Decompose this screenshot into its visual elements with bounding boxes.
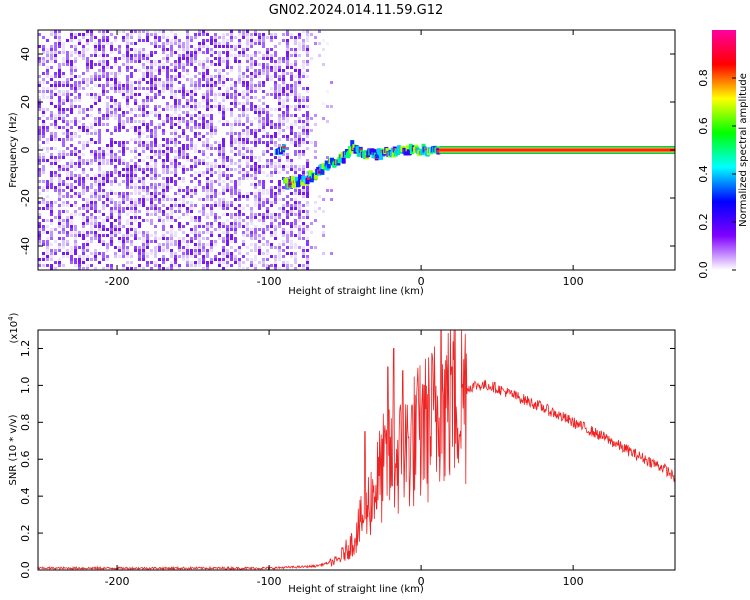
chart-title: GN02.2024.014.11.59.G12 <box>269 3 444 18</box>
colorbar-tick-label: 0.4 <box>697 165 710 183</box>
y-tick-label: -40 <box>19 237 32 255</box>
snr-x-axis-label: Height of straight line (km) <box>288 584 424 595</box>
snr-x-axis: -200 -100 0 100 <box>105 330 584 588</box>
colorbar-ticks: 0.0 0.2 0.4 0.6 0.8 <box>697 69 736 279</box>
y-tick-label: 0.2 <box>19 524 32 542</box>
snr-scale-note-base: (x10 <box>9 321 20 344</box>
x-tick-label: -200 <box>105 275 130 288</box>
snr-panel: -200 -100 0 100 0.0 0.2 0.4 0.6 0.8 1.0 1.2 Heigh… <box>7 312 676 595</box>
colorbar: 0.0 0.2 0.4 0.6 0.8 Normalized spectral ampl… <box>697 30 749 279</box>
colorbar-tick-label: 0.6 <box>697 117 710 135</box>
y-tick-label: 0 <box>19 147 32 154</box>
y-tick-label: 20 <box>19 95 32 109</box>
snr-y-axis: 0.0 0.2 0.4 0.6 0.8 1.0 1.2 <box>19 340 675 579</box>
y-tick-label: 0.4 <box>19 487 32 505</box>
x-tick-label: 0 <box>418 275 425 288</box>
svg-text:(x104): (x104) <box>7 312 20 343</box>
snr-scale-note-exponent: 4 <box>7 316 15 321</box>
colorbar-tick-label: 0.8 <box>697 69 710 87</box>
snr-y-axis-label: SNR (10 * v/v) <box>8 414 19 485</box>
heatmap-x-axis: -200 -100 0 100 <box>105 30 584 288</box>
y-tick-label: 1.0 <box>19 377 32 395</box>
heatmap-signal-track <box>274 140 675 190</box>
x-tick-label: 100 <box>563 275 584 288</box>
snr-series-line <box>37 329 676 571</box>
y-tick-label: -20 <box>19 189 32 207</box>
snr-plot-frame <box>37 329 676 571</box>
heatmap-x-axis-label: Height of straight line (km) <box>288 286 424 297</box>
x-tick-label: -100 <box>257 275 282 288</box>
y-tick-label: 1.2 <box>19 340 32 358</box>
x-tick-label: -200 <box>105 575 130 588</box>
y-tick-label: 40 <box>19 47 32 61</box>
heatmap-noise-field <box>38 30 333 270</box>
heatmap-y-axis: -40 -20 0 20 40 <box>19 47 675 255</box>
snr-scale-note: (x104) <box>7 312 20 343</box>
x-tick-label: 100 <box>563 575 584 588</box>
x-tick-label: -100 <box>257 575 282 588</box>
y-tick-label: 0.0 <box>19 561 32 579</box>
colorbar-tick-label: 0.0 <box>697 261 710 279</box>
x-tick-label: 0 <box>418 575 425 588</box>
colorbar-gradient <box>712 30 736 270</box>
y-tick-label: 0.6 <box>19 450 32 468</box>
colorbar-tick-label: 0.2 <box>697 213 710 231</box>
heatmap-y-axis-label: Frequency (Hz) <box>8 112 19 188</box>
colorbar-label: Normalized spectral amplitude <box>738 73 749 227</box>
y-tick-label: 0.8 <box>19 414 32 432</box>
steady-line-core <box>439 148 675 152</box>
